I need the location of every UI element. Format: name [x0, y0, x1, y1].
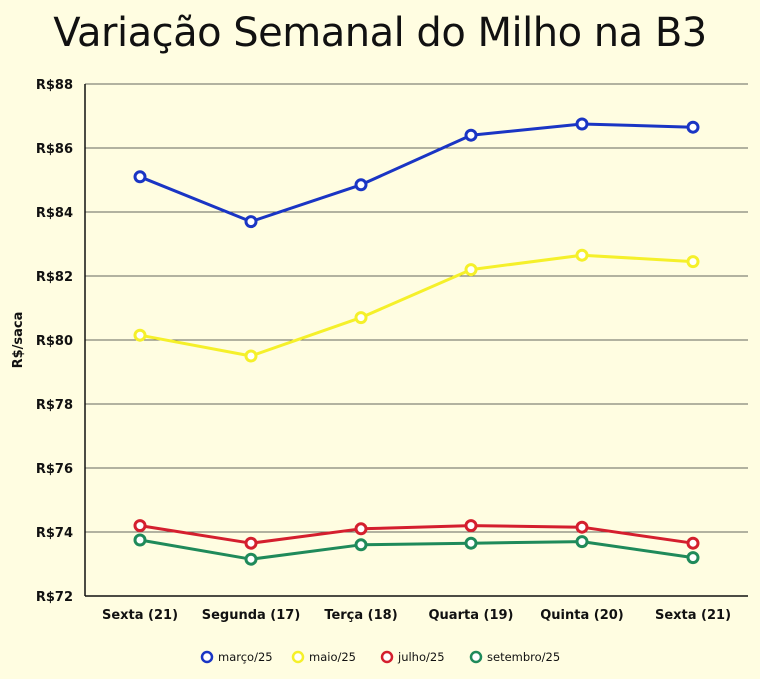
legend-item[interactable]: setembro/25 — [469, 650, 560, 664]
y-axis-label: R$/saca — [11, 312, 26, 369]
series-line — [139, 122, 694, 224]
legend[interactable]: março/25 maio/25 julho/25 setembro/25 — [200, 650, 560, 664]
series-line — [139, 524, 694, 545]
data-point[interactable] — [686, 120, 700, 134]
legend-item[interactable]: maio/25 — [291, 650, 356, 664]
data-point[interactable] — [575, 520, 589, 534]
x-tick-label: Sexta (21) — [102, 608, 178, 623]
series-line — [139, 253, 694, 358]
x-tick-label: Sexta (21) — [655, 608, 731, 623]
legend-item[interactable]: julho/25 — [380, 650, 445, 664]
legend-label: maio/25 — [309, 650, 356, 664]
axes — [84, 84, 748, 597]
data-point[interactable] — [354, 522, 368, 536]
data-point[interactable] — [244, 536, 258, 550]
y-tick-label: R$74 — [36, 526, 73, 541]
data-point[interactable] — [686, 551, 700, 565]
series-1 — [133, 117, 700, 229]
data-point[interactable] — [244, 215, 258, 229]
series-4 — [133, 533, 700, 566]
data-point[interactable] — [133, 328, 147, 342]
data-point[interactable] — [464, 263, 478, 277]
data-point[interactable] — [244, 349, 258, 363]
legend-label: julho/25 — [397, 650, 445, 664]
chart-title: Variação Semanal do Milho na B3 — [53, 10, 707, 56]
data-point[interactable] — [575, 535, 589, 549]
data-point[interactable] — [686, 255, 700, 269]
data-point[interactable] — [464, 536, 478, 550]
data-point[interactable] — [575, 117, 589, 131]
y-tick-label: R$82 — [36, 270, 73, 285]
legend-marker — [380, 650, 394, 664]
y-tick-label: R$80 — [36, 334, 73, 349]
data-point[interactable] — [244, 552, 258, 566]
legend-item[interactable]: março/25 — [200, 650, 273, 664]
y-tick-label: R$72 — [36, 590, 73, 605]
x-tick-label: Quarta (19) — [429, 608, 514, 623]
x-tick-label: Quinta (20) — [540, 608, 624, 623]
data-point[interactable] — [133, 519, 147, 533]
legend-label: março/25 — [218, 650, 273, 664]
data-point[interactable] — [354, 538, 368, 552]
series-layer — [133, 117, 700, 566]
y-tick-label: R$84 — [36, 206, 73, 221]
data-point[interactable] — [354, 311, 368, 325]
x-tick-label: Segunda (17) — [202, 608, 301, 623]
data-point[interactable] — [464, 128, 478, 142]
y-tick-labels: R$72 R$74 R$76 R$78 R$80 R$82 R$84 R$86 R$88 — [36, 78, 73, 605]
series-2 — [133, 248, 700, 363]
x-tick-labels: Sexta (21) Segunda (17) Terça (18) Quarta (… — [102, 608, 731, 623]
y-tick-label: R$86 — [36, 142, 73, 157]
y-tick-label: R$78 — [36, 398, 73, 413]
data-point[interactable] — [575, 248, 589, 262]
legend-label: setembro/25 — [487, 650, 560, 664]
legend-marker — [200, 650, 214, 664]
data-point[interactable] — [133, 170, 147, 184]
data-point[interactable] — [133, 533, 147, 547]
series-3 — [133, 519, 700, 550]
data-point[interactable] — [464, 519, 478, 533]
x-tick-label: Terça (18) — [324, 608, 397, 623]
series-line — [139, 538, 694, 561]
data-point[interactable] — [354, 178, 368, 192]
y-tick-label: R$76 — [36, 462, 73, 477]
data-point[interactable] — [686, 536, 700, 550]
legend-marker — [469, 650, 483, 664]
legend-marker — [291, 650, 305, 664]
y-tick-label: R$88 — [36, 78, 73, 93]
